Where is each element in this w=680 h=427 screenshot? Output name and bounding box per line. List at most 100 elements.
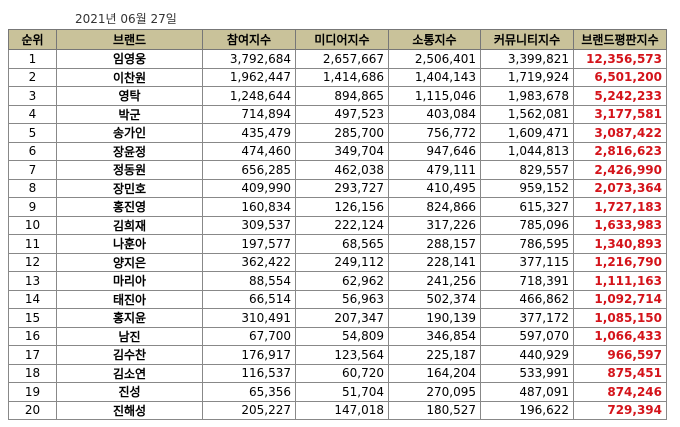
community-cell: 377,172	[480, 308, 574, 328]
participation-cell: 1,962,447	[202, 67, 296, 87]
reputation-index-cell: 729,394	[573, 400, 667, 420]
community-cell: 1,044,813	[480, 141, 574, 161]
table-row: 9 홍진영 160,834 126,156 824,866 615,327 1,727,18…	[8, 197, 667, 217]
participation-cell: 474,460	[202, 141, 296, 161]
brand-name-cell: 임영웅	[56, 49, 203, 69]
communication-cell: 270,095	[388, 382, 481, 402]
table-row: 3 영탁 1,248,644 894,865 1,115,046 1,983,678 5,2…	[8, 86, 667, 106]
media-cell: 497,523	[295, 104, 389, 124]
header-media-index: 미디어지수	[295, 29, 389, 50]
communication-cell: 2,506,401	[388, 49, 481, 69]
header-row: 순위 브랜드 참여지수 미디어지수 소통지수 커뮤니티지수 브랜드평판지수	[8, 29, 667, 50]
communication-cell: 225,187	[388, 345, 481, 365]
reputation-index-cell: 5,242,233	[573, 86, 667, 106]
rank-cell: 4	[8, 104, 57, 124]
community-cell: 377,115	[480, 252, 574, 272]
brand-name-cell: 나훈아	[56, 234, 203, 254]
brand-name-cell: 박군	[56, 104, 203, 124]
media-cell: 285,700	[295, 123, 389, 143]
table-row: 1 임영웅 3,792,684 2,657,667 2,506,401 3,399,821…	[8, 49, 667, 69]
reputation-index-cell: 966,597	[573, 345, 667, 365]
communication-cell: 317,226	[388, 215, 481, 235]
rank-cell: 3	[8, 86, 57, 106]
community-cell: 1,562,081	[480, 104, 574, 124]
reputation-index-cell: 2,426,990	[573, 160, 667, 180]
communication-cell: 756,772	[388, 123, 481, 143]
communication-cell: 164,204	[388, 363, 481, 383]
report-date: 2021년 06월 27일	[75, 12, 177, 26]
brand-name-cell: 태진아	[56, 289, 203, 309]
table-row: 20 진해성 205,227 147,018 180,527 196,622 729,394	[8, 400, 667, 420]
rank-cell: 5	[8, 123, 57, 143]
reputation-index-cell: 2,073,364	[573, 178, 667, 198]
brand-name-cell: 송가인	[56, 123, 203, 143]
communication-cell: 1,404,143	[388, 67, 481, 87]
communication-cell: 228,141	[388, 252, 481, 272]
brand-name-cell: 김소연	[56, 363, 203, 383]
participation-cell: 3,792,684	[202, 49, 296, 69]
media-cell: 126,156	[295, 197, 389, 217]
media-cell: 222,124	[295, 215, 389, 235]
table-row: 6 장윤정 474,460 349,704 947,646 1,044,813 2,816,…	[8, 141, 667, 161]
community-cell: 785,096	[480, 215, 574, 235]
communication-cell: 1,115,046	[388, 86, 481, 106]
communication-cell: 824,866	[388, 197, 481, 217]
participation-cell: 656,285	[202, 160, 296, 180]
reputation-index-cell: 874,246	[573, 382, 667, 402]
rank-cell: 13	[8, 271, 57, 291]
participation-cell: 176,917	[202, 345, 296, 365]
communication-cell: 180,527	[388, 400, 481, 420]
participation-cell: 714,894	[202, 104, 296, 124]
table-row: 10 김희재 309,537 222,124 317,226 785,096 1,633,9…	[8, 215, 667, 235]
table-row: 7 정동원 656,285 462,038 479,111 829,557 2,426,99…	[8, 160, 667, 180]
rank-cell: 9	[8, 197, 57, 217]
table-row: 12 양지은 362,422 249,112 228,141 377,115 1,216,7…	[8, 252, 667, 272]
community-cell: 533,991	[480, 363, 574, 383]
communication-cell: 346,854	[388, 326, 481, 346]
reputation-index-cell: 6,501,200	[573, 67, 667, 87]
rank-cell: 6	[8, 141, 57, 161]
media-cell: 2,657,667	[295, 49, 389, 69]
table-row: 16 남진 67,700 54,809 346,854 597,070 1,066,433	[8, 326, 667, 346]
reputation-index-cell: 1,340,893	[573, 234, 667, 254]
reputation-index-cell: 3,087,422	[573, 123, 667, 143]
communication-cell: 479,111	[388, 160, 481, 180]
rank-cell: 15	[8, 308, 57, 328]
reputation-index-cell: 2,816,623	[573, 141, 667, 161]
reputation-index-cell: 1,633,983	[573, 215, 667, 235]
table-row: 5 송가인 435,479 285,700 756,772 1,609,471 3,087,…	[8, 123, 667, 143]
reputation-index-cell: 3,177,581	[573, 104, 667, 124]
rank-cell: 11	[8, 234, 57, 254]
participation-cell: 88,554	[202, 271, 296, 291]
brand-name-cell: 정동원	[56, 160, 203, 180]
communication-cell: 947,646	[388, 141, 481, 161]
brand-name-cell: 장윤정	[56, 141, 203, 161]
participation-cell: 409,990	[202, 178, 296, 198]
media-cell: 462,038	[295, 160, 389, 180]
table-row: 17 김수찬 176,917 123,564 225,187 440,929 966,597	[8, 345, 667, 365]
brand-name-cell: 김희재	[56, 215, 203, 235]
brand-name-cell: 이찬원	[56, 67, 203, 87]
community-cell: 615,327	[480, 197, 574, 217]
rank-cell: 19	[8, 382, 57, 402]
media-cell: 56,963	[295, 289, 389, 309]
header-community-index: 커뮤니티지수	[480, 29, 574, 50]
media-cell: 147,018	[295, 400, 389, 420]
media-cell: 123,564	[295, 345, 389, 365]
media-cell: 51,704	[295, 382, 389, 402]
rank-cell: 16	[8, 326, 57, 346]
brand-name-cell: 홍지윤	[56, 308, 203, 328]
media-cell: 249,112	[295, 252, 389, 272]
brand-name-cell: 양지은	[56, 252, 203, 272]
participation-cell: 160,834	[202, 197, 296, 217]
rank-cell: 1	[8, 49, 57, 69]
communication-cell: 403,084	[388, 104, 481, 124]
media-cell: 60,720	[295, 363, 389, 383]
community-cell: 718,391	[480, 271, 574, 291]
participation-cell: 435,479	[202, 123, 296, 143]
media-cell: 62,962	[295, 271, 389, 291]
rank-cell: 12	[8, 252, 57, 272]
reputation-index-cell: 12,356,573	[573, 49, 667, 69]
table-row: 4 박군 714,894 497,523 403,084 1,562,081 3,177,5…	[8, 104, 667, 124]
participation-cell: 116,537	[202, 363, 296, 383]
